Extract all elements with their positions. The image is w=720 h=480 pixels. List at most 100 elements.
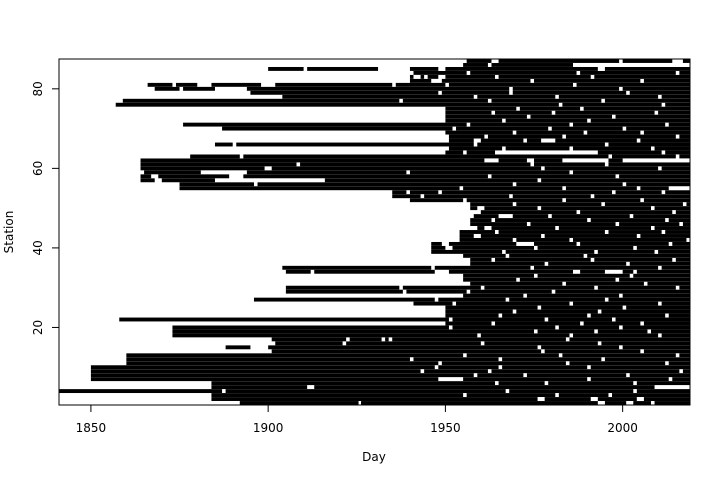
station-bar: [654, 146, 690, 151]
station-bar: [413, 357, 499, 362]
station-bar: [622, 345, 690, 350]
x-tick-label: 2000: [607, 421, 638, 435]
station-bar: [324, 178, 538, 183]
station-bar: [459, 238, 513, 242]
station-bar: [140, 162, 297, 167]
station-bar: [647, 281, 690, 286]
station-bar: [498, 158, 527, 163]
station-bar: [441, 78, 531, 83]
station-bar: [516, 309, 598, 314]
station-bar: [643, 397, 690, 401]
station-bar: [569, 361, 666, 366]
station-bar: [661, 94, 690, 99]
station-bar: [409, 198, 464, 203]
station-bar: [463, 273, 535, 278]
station-bar: [573, 146, 652, 151]
station-bar: [466, 150, 496, 155]
station-bar: [420, 74, 425, 79]
station-bar: [580, 269, 605, 274]
station-bar: [413, 70, 467, 75]
station-bar: [548, 317, 613, 322]
x-tick-label: 1850: [76, 421, 107, 435]
station-bar: [526, 293, 620, 298]
station-bar: [140, 166, 265, 171]
station-bar: [573, 170, 690, 175]
station-bar: [551, 126, 623, 131]
station-bar: [675, 257, 690, 262]
x-axis-label: Day: [362, 450, 386, 464]
station-bar: [597, 150, 662, 155]
station-bar: [271, 166, 542, 171]
station-bar: [445, 313, 499, 318]
station-bar: [544, 397, 591, 401]
station-bar: [604, 357, 690, 362]
station-bar: [668, 218, 690, 223]
station-bar: [519, 106, 581, 111]
station-bar: [544, 166, 659, 171]
station-bar: [445, 66, 598, 71]
station-bar: [633, 273, 690, 278]
station-bar: [665, 102, 690, 107]
station-bar: [534, 241, 577, 246]
station-bar: [565, 186, 637, 191]
station-bar: [636, 381, 690, 386]
station-bar: [636, 389, 690, 394]
station-bar: [480, 138, 524, 143]
station-bar: [583, 106, 690, 111]
y-tick-label: 80: [31, 81, 45, 96]
station-bar: [491, 369, 680, 374]
station-bar: [495, 218, 588, 223]
station-bar: [505, 249, 595, 254]
station-bar: [661, 166, 690, 171]
station-bar: [268, 345, 538, 350]
station-bar: [615, 317, 690, 322]
station-bar: [470, 289, 552, 294]
station-bar: [622, 325, 690, 330]
station-bar: [498, 59, 620, 63]
station-bar: [661, 265, 690, 270]
station-bar: [466, 59, 492, 63]
station-bar: [179, 182, 254, 187]
station-bar: [172, 333, 478, 338]
station-bar: [654, 206, 690, 211]
station-bar: [590, 218, 666, 223]
station-bar: [424, 369, 488, 374]
station-bar: [470, 261, 545, 266]
station-bar: [484, 285, 595, 290]
station-bar: [470, 218, 492, 223]
station-bar: [402, 285, 481, 290]
station-bar: [271, 349, 542, 354]
station-bar: [562, 353, 676, 358]
station-bar: [608, 158, 623, 163]
station-bar: [658, 249, 690, 254]
station-bar: [541, 305, 623, 310]
station-bar: [565, 198, 641, 203]
station-bar: [140, 174, 152, 179]
station-bar: [626, 182, 690, 187]
station-bar: [427, 74, 439, 79]
station-bar: [668, 361, 690, 366]
station-bar: [183, 86, 215, 91]
station-bar: [580, 241, 669, 246]
station-bar: [672, 377, 690, 382]
y-tick-label: 20: [31, 320, 45, 335]
station-bar: [470, 122, 570, 127]
station-bar: [445, 150, 464, 155]
station-bar: [445, 305, 538, 310]
station-bar: [534, 158, 563, 163]
station-bar: [502, 357, 602, 362]
station-bar: [587, 130, 641, 135]
station-bar: [505, 118, 588, 123]
station-bar: [526, 373, 627, 378]
station-bar: [569, 337, 690, 342]
station-bar: [441, 361, 566, 366]
station-bar: [537, 329, 595, 334]
station-bar: [225, 389, 506, 394]
station-bar: [431, 249, 503, 254]
station-bar: [534, 78, 641, 83]
station-bar: [679, 154, 690, 159]
station-bar: [243, 154, 609, 159]
station-bar: [126, 353, 464, 358]
station-bar: [409, 74, 414, 79]
station-bar: [282, 265, 432, 270]
